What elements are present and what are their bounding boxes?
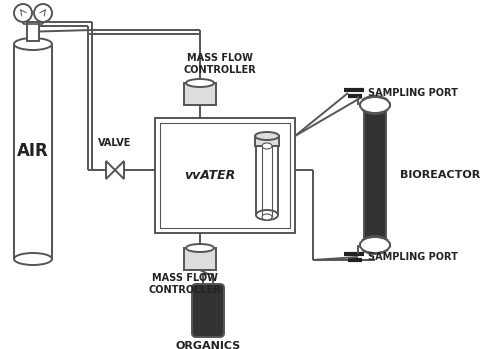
Text: SAMPLING PORT: SAMPLING PORT: [368, 252, 458, 262]
Bar: [27, 22, 39, 41]
Text: MASS FLOW
CONTROLLER: MASS FLOW CONTROLLER: [148, 273, 222, 295]
Bar: [360, 100, 390, 110]
Ellipse shape: [360, 97, 390, 113]
Bar: [360, 240, 390, 250]
Bar: [364, 105, 386, 245]
Bar: [160, 123, 290, 228]
Ellipse shape: [255, 132, 279, 140]
Circle shape: [14, 4, 32, 22]
Text: AIR: AIR: [17, 142, 49, 161]
Ellipse shape: [360, 96, 390, 114]
Circle shape: [34, 4, 52, 22]
Bar: [155, 118, 295, 233]
Text: BIOREACTOR: BIOREACTOR: [400, 170, 480, 180]
Bar: [184, 248, 216, 270]
Ellipse shape: [14, 253, 52, 265]
Ellipse shape: [360, 236, 390, 254]
Ellipse shape: [360, 237, 390, 253]
Ellipse shape: [262, 214, 272, 220]
Bar: [14, 44, 52, 259]
Ellipse shape: [256, 210, 278, 220]
Ellipse shape: [186, 244, 214, 252]
Text: ORGANICS: ORGANICS: [176, 341, 240, 349]
FancyBboxPatch shape: [192, 284, 224, 337]
Text: SAMPLING PORT: SAMPLING PORT: [368, 88, 458, 98]
Bar: [255, 136, 279, 146]
Text: VALVE: VALVE: [98, 138, 132, 148]
Bar: [184, 83, 216, 105]
Text: vvATER: vvATER: [184, 169, 236, 182]
Ellipse shape: [14, 38, 52, 50]
Polygon shape: [115, 161, 124, 179]
Ellipse shape: [186, 79, 214, 87]
Text: MASS FLOW
CONTROLLER: MASS FLOW CONTROLLER: [184, 53, 256, 75]
Polygon shape: [106, 161, 115, 179]
Ellipse shape: [262, 143, 272, 149]
